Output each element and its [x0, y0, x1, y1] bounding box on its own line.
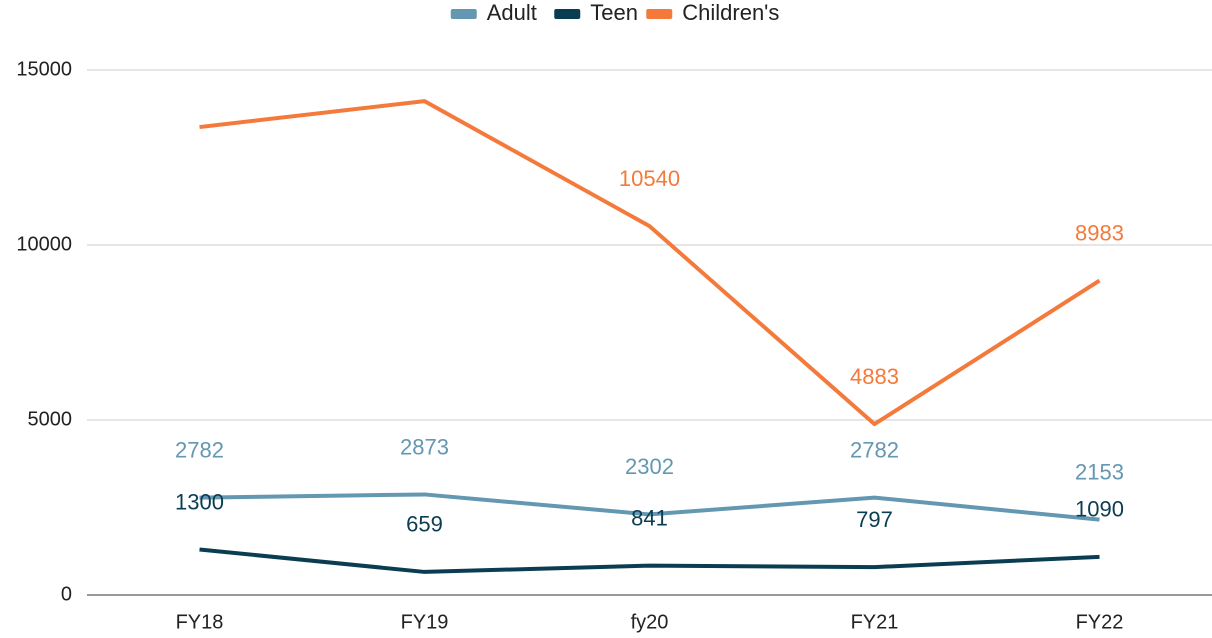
y-tick-label: 10000 [16, 233, 72, 255]
y-tick-label: 15000 [16, 58, 72, 80]
data-label: 1300 [175, 489, 224, 514]
series-line [199, 99, 1101, 427]
data-label: 2302 [625, 454, 674, 479]
legend-swatch [554, 9, 581, 19]
data-label: 2153 [1075, 459, 1124, 484]
data-label: 659 [406, 512, 443, 537]
x-tick-label: FY18 [176, 611, 224, 633]
legend-label: Adult [487, 0, 537, 25]
data-label: 2873 [400, 434, 449, 459]
y-tick-label: 5000 [28, 408, 73, 430]
data-label: 10540 [619, 166, 680, 191]
data-label: 8983 [1075, 220, 1124, 245]
x-tick-label: FY21 [851, 611, 899, 633]
data-label: 2782 [850, 437, 899, 462]
data-label: 1090 [1075, 497, 1124, 522]
data-label: 2782 [175, 437, 224, 462]
series-line [199, 547, 1100, 574]
x-tick-label: fy20 [631, 611, 669, 633]
legend-swatch [450, 9, 477, 19]
data-label: 797 [856, 507, 893, 532]
legend-label: Teen [590, 0, 638, 25]
x-tick-label: FY22 [1076, 611, 1124, 633]
data-label: 4883 [850, 364, 899, 389]
series-line [199, 492, 1100, 522]
legend-label: Children's [682, 0, 779, 25]
x-tick-label: FY19 [401, 611, 449, 633]
data-label: 841 [631, 505, 668, 530]
y-tick-label: 0 [61, 583, 72, 605]
legend-swatch [646, 9, 673, 19]
